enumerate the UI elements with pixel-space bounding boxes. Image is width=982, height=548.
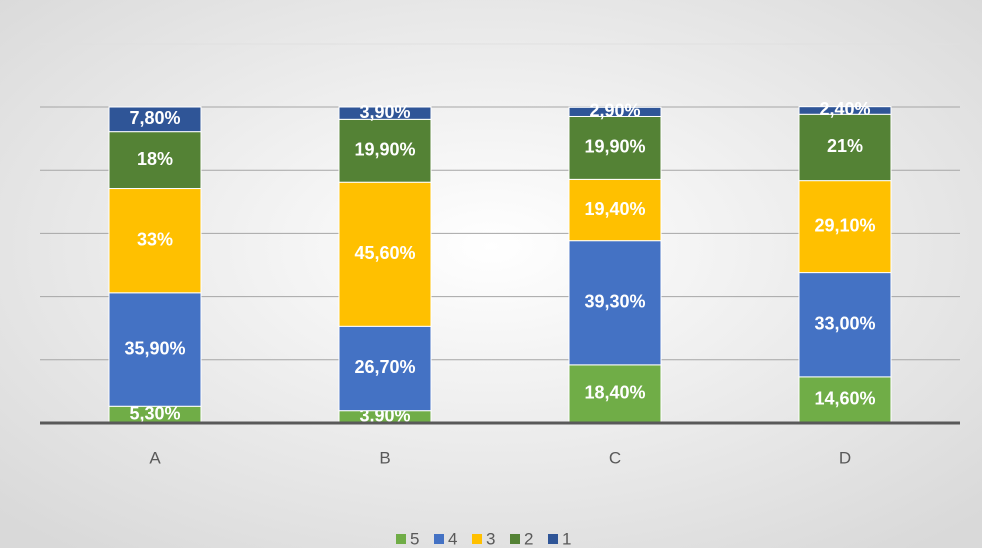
value-label: 18,40% — [584, 383, 645, 403]
value-label: 33,00% — [814, 313, 875, 333]
x-tick-label: D — [839, 448, 851, 467]
legend-swatch — [548, 534, 558, 544]
bar-segment — [338, 325, 432, 412]
value-label: 29,10% — [814, 215, 875, 235]
bar-segment — [798, 113, 892, 182]
value-label: 14,60% — [814, 389, 875, 409]
value-label: 21% — [827, 136, 863, 156]
bar-segment — [798, 106, 892, 115]
legend-label: 1 — [562, 529, 571, 548]
legend-label: 5 — [410, 529, 419, 548]
value-label: 39,30% — [584, 292, 645, 312]
x-tick-label: C — [609, 448, 621, 467]
value-label: 2,40% — [819, 99, 870, 119]
legend-label: 2 — [524, 529, 533, 548]
bar-segment — [108, 106, 202, 133]
value-label: 33% — [137, 229, 173, 249]
bar-segment — [108, 131, 202, 190]
value-label: 18% — [137, 149, 173, 169]
bar-segment — [568, 240, 662, 366]
bar-segment — [568, 115, 662, 180]
value-label: 45,60% — [354, 243, 415, 263]
value-label: 35,90% — [124, 338, 185, 358]
value-label: 19,40% — [584, 199, 645, 219]
value-label: 3,90% — [359, 102, 410, 122]
bar-segment — [338, 106, 432, 120]
value-label: 2,90% — [589, 101, 640, 121]
value-label: 26,70% — [354, 357, 415, 377]
bar-segment — [798, 272, 892, 378]
legend-swatch — [434, 534, 444, 544]
legend-swatch — [472, 534, 482, 544]
x-tick-label: B — [379, 448, 390, 467]
bar-segment — [338, 118, 432, 183]
value-label: 19,90% — [584, 137, 645, 157]
bar-segment — [568, 178, 662, 242]
legend-label: 3 — [486, 529, 495, 548]
bar-segment — [568, 106, 662, 117]
value-label: 5,30% — [129, 403, 180, 423]
x-tick-label: A — [149, 448, 161, 467]
bar-segment — [108, 292, 202, 407]
value-label: 7,80% — [129, 108, 180, 128]
bar-segment — [798, 180, 892, 274]
bar-segment — [568, 364, 662, 424]
legend-swatch — [510, 534, 520, 544]
bar-segment — [798, 376, 892, 424]
value-label: 19,90% — [354, 140, 415, 160]
legend-swatch — [396, 534, 406, 544]
legend-label: 4 — [448, 529, 457, 548]
